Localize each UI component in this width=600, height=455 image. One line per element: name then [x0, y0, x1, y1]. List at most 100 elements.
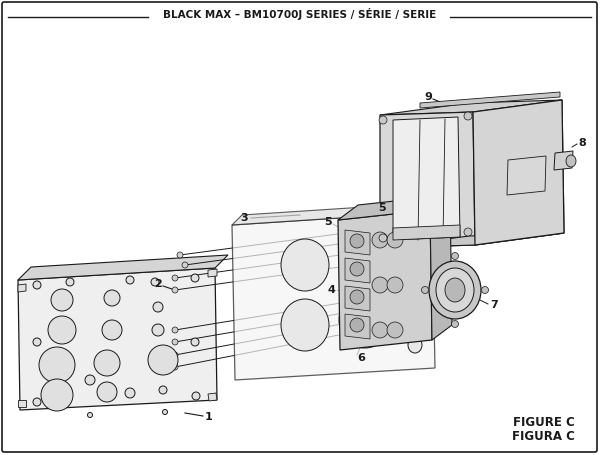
Text: FIGURA C: FIGURA C: [512, 430, 575, 444]
Ellipse shape: [566, 155, 576, 167]
Polygon shape: [18, 268, 217, 410]
Ellipse shape: [153, 302, 163, 312]
Polygon shape: [232, 202, 442, 225]
Text: 3: 3: [240, 213, 248, 223]
Ellipse shape: [408, 337, 422, 353]
Polygon shape: [208, 269, 217, 277]
Text: 2: 2: [154, 279, 162, 289]
Ellipse shape: [172, 339, 178, 345]
Ellipse shape: [182, 262, 188, 268]
Ellipse shape: [350, 262, 364, 276]
Ellipse shape: [281, 299, 329, 351]
Text: 8: 8: [578, 138, 586, 148]
Polygon shape: [393, 117, 460, 240]
Polygon shape: [208, 393, 217, 401]
Ellipse shape: [387, 322, 403, 338]
Ellipse shape: [126, 276, 134, 284]
Polygon shape: [345, 230, 370, 255]
Polygon shape: [18, 284, 26, 292]
Ellipse shape: [97, 382, 117, 402]
Text: 7: 7: [490, 300, 498, 310]
Polygon shape: [554, 151, 573, 170]
Polygon shape: [380, 233, 564, 248]
Polygon shape: [232, 212, 435, 380]
Ellipse shape: [399, 242, 431, 278]
Ellipse shape: [191, 274, 199, 282]
Text: 5: 5: [378, 203, 386, 213]
Polygon shape: [393, 225, 460, 240]
Ellipse shape: [48, 316, 76, 344]
Ellipse shape: [41, 379, 73, 411]
Polygon shape: [345, 286, 370, 311]
Ellipse shape: [172, 275, 178, 281]
Ellipse shape: [421, 287, 428, 293]
Ellipse shape: [172, 364, 178, 370]
Polygon shape: [420, 92, 560, 108]
Ellipse shape: [452, 253, 458, 259]
Ellipse shape: [452, 320, 458, 328]
Ellipse shape: [125, 388, 135, 398]
Polygon shape: [18, 400, 26, 407]
Ellipse shape: [379, 116, 387, 124]
Ellipse shape: [350, 234, 364, 248]
Ellipse shape: [102, 320, 122, 340]
Ellipse shape: [148, 345, 178, 375]
Text: FIGURE C: FIGURE C: [513, 416, 575, 430]
Ellipse shape: [163, 410, 167, 415]
Ellipse shape: [33, 398, 41, 406]
Ellipse shape: [339, 292, 391, 348]
Ellipse shape: [464, 228, 472, 236]
Polygon shape: [380, 100, 562, 115]
Ellipse shape: [379, 234, 387, 242]
Ellipse shape: [482, 287, 488, 293]
Polygon shape: [473, 100, 564, 245]
Ellipse shape: [339, 232, 391, 288]
Polygon shape: [473, 100, 564, 245]
Ellipse shape: [85, 375, 95, 385]
Ellipse shape: [350, 290, 364, 304]
Text: BLACK MAX – BM10700J SERIES / SÉRIE / SERIE: BLACK MAX – BM10700J SERIES / SÉRIE / SE…: [163, 8, 437, 20]
Ellipse shape: [445, 278, 465, 302]
Ellipse shape: [104, 290, 120, 306]
Polygon shape: [338, 210, 432, 350]
Ellipse shape: [192, 392, 200, 400]
Ellipse shape: [152, 324, 164, 336]
Ellipse shape: [177, 252, 183, 258]
Polygon shape: [380, 112, 475, 248]
Ellipse shape: [191, 338, 199, 346]
Polygon shape: [345, 314, 370, 339]
Polygon shape: [18, 255, 228, 280]
Ellipse shape: [464, 112, 472, 120]
Ellipse shape: [151, 278, 159, 286]
Polygon shape: [338, 195, 450, 220]
Ellipse shape: [372, 232, 388, 248]
Ellipse shape: [372, 322, 388, 338]
Ellipse shape: [51, 289, 73, 311]
Ellipse shape: [172, 352, 178, 358]
Ellipse shape: [281, 239, 329, 291]
Polygon shape: [430, 195, 452, 340]
Text: 4: 4: [327, 285, 335, 295]
Ellipse shape: [429, 261, 481, 319]
Polygon shape: [507, 156, 546, 195]
Ellipse shape: [39, 347, 75, 383]
Text: 5: 5: [325, 217, 332, 227]
Ellipse shape: [436, 268, 474, 312]
Text: 1: 1: [205, 412, 213, 422]
Ellipse shape: [372, 277, 388, 293]
Polygon shape: [345, 258, 370, 283]
Ellipse shape: [404, 312, 426, 338]
Ellipse shape: [33, 281, 41, 289]
Text: 9: 9: [424, 92, 432, 102]
Ellipse shape: [387, 232, 403, 248]
Ellipse shape: [88, 413, 92, 418]
Ellipse shape: [172, 327, 178, 333]
Ellipse shape: [350, 318, 364, 332]
Ellipse shape: [159, 386, 167, 394]
Ellipse shape: [33, 338, 41, 346]
Text: 6: 6: [357, 353, 365, 363]
Ellipse shape: [66, 278, 74, 286]
Ellipse shape: [387, 277, 403, 293]
Ellipse shape: [94, 350, 120, 376]
Ellipse shape: [172, 287, 178, 293]
